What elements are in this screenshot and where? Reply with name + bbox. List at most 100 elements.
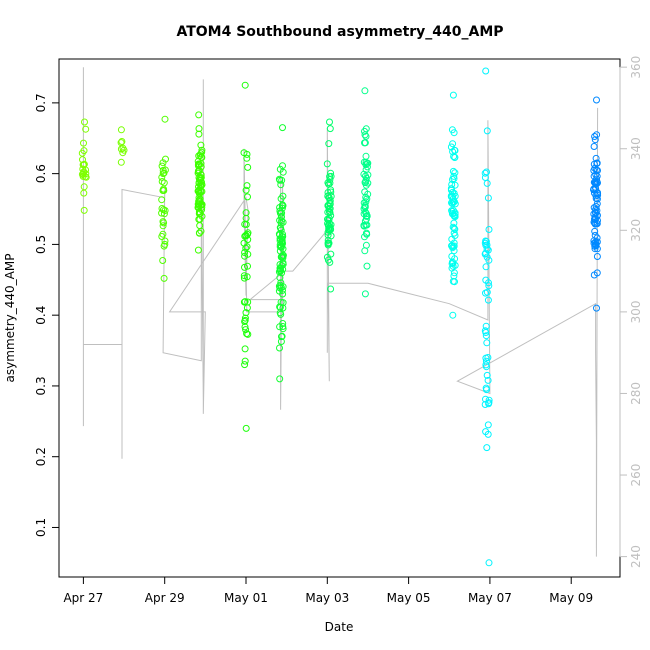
data-point bbox=[451, 255, 459, 263]
y2-axis: 240 260 280 300 320 340 360 bbox=[619, 56, 643, 568]
data-point bbox=[197, 163, 205, 171]
data-point bbox=[160, 210, 168, 218]
data-point bbox=[591, 133, 599, 140]
data-point bbox=[118, 138, 126, 145]
data-point bbox=[158, 178, 166, 185]
data-point bbox=[449, 167, 457, 175]
data-point bbox=[450, 175, 458, 183]
data-point bbox=[278, 176, 286, 184]
data-point bbox=[243, 330, 251, 338]
data-point bbox=[449, 176, 456, 183]
data-point bbox=[360, 170, 368, 178]
data-point bbox=[484, 246, 492, 254]
data-point bbox=[242, 186, 250, 194]
data-point bbox=[362, 198, 370, 206]
data-point bbox=[241, 249, 249, 256]
data-point bbox=[449, 91, 457, 99]
data-point bbox=[159, 257, 167, 264]
data-point bbox=[450, 172, 458, 180]
data-point bbox=[482, 322, 490, 330]
data-point bbox=[485, 396, 493, 404]
data-point bbox=[279, 290, 287, 298]
data-point bbox=[81, 173, 89, 181]
data-point bbox=[241, 357, 249, 365]
data-point bbox=[195, 111, 203, 119]
plot-frame bbox=[58, 58, 621, 578]
data-point bbox=[240, 239, 248, 247]
data-point bbox=[324, 231, 332, 239]
data-point bbox=[243, 182, 251, 190]
data-point bbox=[483, 339, 491, 347]
data-point bbox=[195, 229, 203, 237]
data-point bbox=[276, 323, 284, 331]
data-point bbox=[279, 192, 287, 200]
data-point bbox=[363, 262, 371, 270]
data-point bbox=[240, 149, 248, 157]
data-point bbox=[279, 299, 287, 307]
data-point bbox=[594, 179, 601, 187]
data-point bbox=[447, 143, 455, 151]
data-point bbox=[592, 238, 599, 246]
data-point bbox=[195, 130, 203, 138]
data-point bbox=[78, 149, 86, 157]
data-point bbox=[323, 160, 331, 168]
data-point bbox=[325, 219, 333, 227]
data-point bbox=[590, 239, 598, 247]
data-point bbox=[242, 232, 250, 240]
y2-tick-label: 280 bbox=[629, 382, 643, 405]
data-point bbox=[241, 316, 249, 324]
data-point bbox=[279, 283, 287, 291]
data-point bbox=[482, 428, 490, 436]
data-point bbox=[592, 171, 600, 179]
series-group-7 bbox=[360, 87, 372, 298]
data-point bbox=[159, 166, 167, 174]
data-point bbox=[591, 227, 599, 235]
data-point bbox=[276, 165, 284, 173]
data-point bbox=[279, 251, 287, 259]
data-point bbox=[483, 179, 491, 187]
data-point bbox=[482, 238, 490, 246]
data-point bbox=[244, 193, 251, 201]
data-point bbox=[484, 296, 492, 304]
data-point bbox=[241, 81, 249, 89]
points-layer bbox=[78, 67, 602, 567]
data-point bbox=[326, 118, 333, 126]
data-point bbox=[591, 136, 599, 144]
x-tick-label: Apr 27 bbox=[63, 591, 103, 605]
data-point bbox=[448, 210, 456, 218]
data-point bbox=[482, 67, 490, 75]
data-point bbox=[484, 376, 492, 384]
data-point bbox=[276, 344, 283, 352]
data-point bbox=[449, 277, 457, 285]
data-point bbox=[326, 205, 334, 213]
data-point bbox=[481, 401, 489, 408]
series-group-9 bbox=[481, 67, 493, 567]
data-point bbox=[279, 323, 287, 330]
data-point bbox=[360, 158, 368, 166]
y-tick-label: 0.6 bbox=[34, 164, 48, 183]
data-point bbox=[361, 203, 369, 211]
data-point bbox=[159, 170, 167, 178]
data-point bbox=[160, 187, 168, 194]
data-point bbox=[276, 261, 284, 268]
y-axis-label: asymmetry_440_AMP bbox=[3, 254, 17, 383]
x-tick-label: May 03 bbox=[305, 591, 349, 605]
series-group-8 bbox=[447, 91, 459, 319]
data-point bbox=[485, 279, 492, 287]
data-point bbox=[241, 298, 249, 306]
data-point bbox=[361, 87, 369, 95]
data-point bbox=[197, 174, 205, 182]
data-point bbox=[451, 154, 459, 161]
data-point bbox=[279, 230, 286, 238]
secondary-series-line bbox=[82, 67, 599, 557]
y2-tick-label: 240 bbox=[629, 545, 643, 568]
data-point bbox=[361, 131, 369, 139]
data-point bbox=[593, 131, 601, 139]
data-point bbox=[448, 235, 456, 243]
data-point bbox=[361, 127, 368, 135]
data-point bbox=[195, 189, 203, 197]
data-point bbox=[276, 303, 284, 311]
data-point bbox=[481, 239, 489, 247]
data-point bbox=[240, 274, 248, 282]
